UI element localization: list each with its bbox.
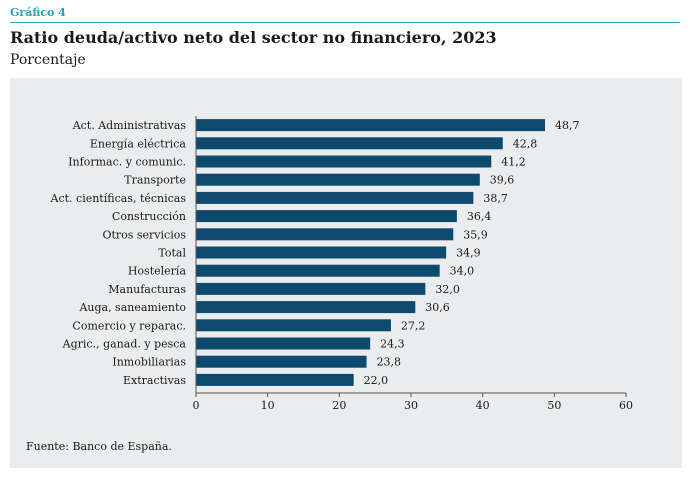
category-label: Comercio y reparac. [72, 319, 186, 332]
value-label: 22,0 [364, 374, 389, 387]
category-label: Act. Administrativas [72, 119, 187, 132]
category-label: Informac. y comunic. [68, 156, 186, 169]
value-label: 32,0 [435, 283, 460, 296]
value-label: 34,9 [456, 247, 481, 260]
bar [196, 191, 474, 204]
category-label: Auga, saneamiento [78, 301, 186, 314]
bar [196, 155, 492, 168]
value-label: 30,6 [425, 301, 450, 314]
category-label: Inmobiliarias [112, 356, 186, 369]
bar [196, 373, 354, 386]
value-label: 48,7 [555, 119, 580, 132]
category-label: Construcción [112, 210, 186, 223]
category-label: Hostelería [128, 265, 187, 278]
value-label: 41,2 [501, 156, 526, 169]
category-label: Extractivas [123, 374, 186, 387]
bar [196, 301, 416, 314]
value-label: 24,3 [380, 338, 405, 351]
x-tick-label: 20 [332, 399, 346, 412]
bar [196, 355, 367, 368]
chart-subtitle: Porcentaje [10, 52, 86, 68]
x-tick-label: 30 [404, 399, 418, 412]
bar [196, 210, 457, 223]
chart-title: Ratio deuda/activo neto del sector no fi… [10, 28, 497, 47]
bar [196, 228, 454, 241]
x-tick-label: 40 [476, 399, 490, 412]
top-rule [10, 22, 680, 23]
figure-label: Gráfico 4 [10, 6, 66, 19]
value-label: 34,0 [450, 265, 475, 278]
x-tick-label: 50 [547, 399, 561, 412]
value-label: 38,7 [483, 192, 508, 205]
category-label: Manufacturas [108, 283, 186, 296]
bar [196, 282, 426, 295]
category-label: Act. científicas, técnicas [50, 192, 187, 205]
category-label: Agric., ganad. y pesca [62, 338, 187, 351]
category-label: Energía eléctrica [90, 137, 187, 150]
bar [196, 264, 440, 277]
category-label: Total [158, 247, 186, 260]
value-label: 42,8 [513, 137, 538, 150]
value-label: 36,4 [467, 210, 492, 223]
category-label: Otros servicios [102, 228, 186, 241]
value-label: 35,9 [463, 228, 488, 241]
value-label: 23,8 [377, 356, 402, 369]
bar [196, 246, 447, 259]
value-label: 39,6 [490, 174, 515, 187]
bar [196, 119, 546, 132]
value-label: 27,2 [401, 319, 426, 332]
bar [196, 173, 480, 186]
bar [196, 337, 371, 350]
bar [196, 137, 503, 150]
x-tick-label: 60 [619, 399, 633, 412]
x-tick-label: 10 [261, 399, 275, 412]
category-label: Transporte [124, 174, 186, 187]
bar [196, 319, 391, 332]
source-note: Fuente: Banco de España. [26, 440, 172, 453]
x-tick-label: 0 [193, 399, 200, 412]
